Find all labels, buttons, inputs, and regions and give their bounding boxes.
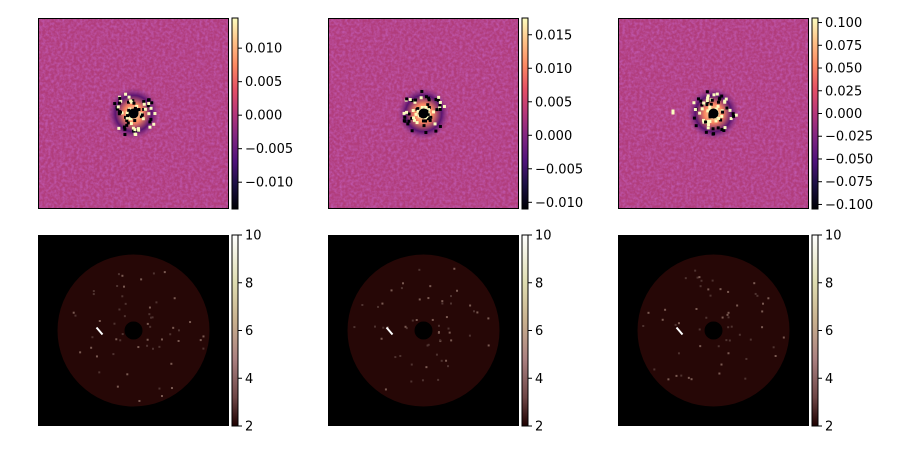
colorbar	[811, 17, 819, 210]
panel-1: 0.010 0.005 0.000 −0.005 −0.010	[38, 17, 293, 210]
colorbar-tick-label: 4	[825, 372, 833, 387]
colorbar	[231, 17, 239, 210]
colorbar-tick-label: 0.010	[245, 42, 282, 57]
colorbar-tick-label: −0.010	[535, 196, 583, 211]
image-frame	[38, 18, 229, 209]
colorbar-tick-label: 6	[825, 324, 833, 339]
colorbar-tick-label: 0.100	[825, 16, 862, 31]
colorbar-tick-label: 4	[535, 372, 543, 387]
colorbar-tick-label: −0.005	[245, 142, 293, 157]
panel-5: 10 8 6 4 2	[328, 229, 552, 435]
image-frame	[328, 18, 519, 209]
colorbar-tick-label: −0.005	[535, 162, 583, 177]
colorbar-tick-label: 0.000	[825, 107, 862, 122]
image-frame	[38, 235, 229, 426]
colorbar	[521, 234, 529, 427]
colorbar-tick-label: 2	[535, 420, 543, 435]
colorbar	[521, 17, 529, 210]
colorbar-tick-label: 10	[245, 229, 262, 244]
colorbar-tick-label: 8	[825, 276, 833, 291]
panel-6: 10 8 6 4 2	[618, 229, 842, 435]
colorbar-tick-label: 0.005	[535, 95, 572, 110]
colorbar-tick-label: 8	[245, 276, 253, 291]
image-frame	[618, 235, 809, 426]
panel-3: 0.100 0.075 0.050 0.025 0.000 −0.025 −0.050 −0.…	[618, 16, 873, 213]
colorbar-tick-label: 0.075	[825, 39, 862, 54]
image-3	[618, 18, 809, 209]
colorbar-tick-label: 0.025	[825, 84, 862, 99]
colorbar-tick-label: 10	[825, 229, 842, 244]
colorbar-tick-label: −0.050	[825, 152, 873, 167]
image-2	[328, 18, 519, 209]
colorbar-tick-label: 0.015	[535, 28, 572, 43]
colorbar-tick-label: 10	[535, 229, 552, 244]
colorbar-tick-label: −0.025	[825, 130, 873, 145]
colorbar-tick-label: 0.000	[535, 129, 572, 144]
colorbar-tick-label: 2	[825, 420, 833, 435]
colorbar-tick-label: −0.075	[825, 175, 873, 190]
panel-4: 10 8 6 4 2	[38, 229, 262, 435]
image-1	[38, 18, 229, 209]
colorbar-tick-label: 0.000	[245, 109, 282, 124]
image-frame	[618, 18, 809, 209]
image-frame	[328, 235, 519, 426]
image-4	[38, 235, 229, 426]
image-5	[328, 235, 519, 426]
panel-2: 0.015 0.010 0.005 0.000 −0.005 −0.010	[328, 17, 583, 211]
colorbar-tick-label: −0.100	[825, 198, 873, 213]
colorbar-tick-label: 4	[245, 372, 253, 387]
colorbar	[231, 234, 239, 427]
colorbar-tick-label: 2	[245, 420, 253, 435]
colorbar-tick-label: 6	[535, 324, 543, 339]
colorbar-tick-label: 6	[245, 324, 253, 339]
colorbar-tick-label: 0.010	[535, 62, 572, 77]
colorbar	[811, 234, 819, 427]
colorbar-tick-label: 8	[535, 276, 543, 291]
colorbar-tick-label: 0.050	[825, 62, 862, 77]
image-6	[618, 235, 809, 426]
colorbar-tick-label: 0.005	[245, 75, 282, 90]
colorbar-tick-label: −0.010	[245, 176, 293, 191]
